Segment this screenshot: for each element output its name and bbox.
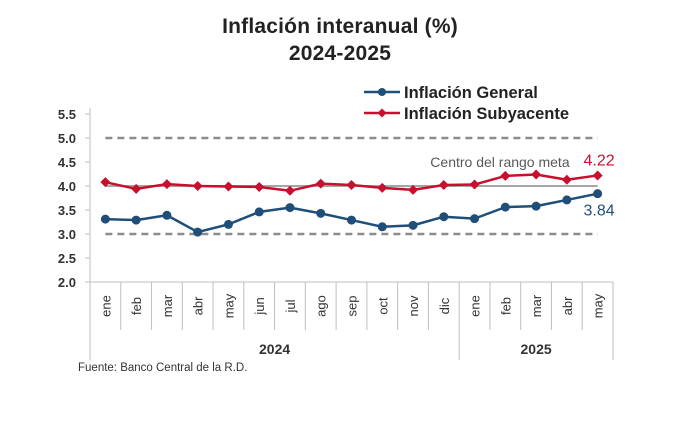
x-tick-label: feb bbox=[129, 297, 144, 315]
data-point bbox=[470, 214, 480, 224]
year-label: 2024 bbox=[259, 341, 290, 357]
data-point bbox=[315, 178, 326, 189]
data-point bbox=[254, 181, 265, 192]
chart-title: Inflación interanual (%) bbox=[222, 15, 458, 38]
source-note: Fuente: Banco Central de la R.D. bbox=[78, 362, 248, 374]
data-point bbox=[561, 174, 572, 185]
data-point bbox=[223, 181, 234, 192]
chart-subtitle: 2024-2025 bbox=[288, 42, 392, 65]
x-tick-label: ene bbox=[468, 295, 483, 317]
x-tick-label: oct bbox=[375, 297, 390, 315]
data-point bbox=[500, 202, 510, 212]
data-point bbox=[192, 181, 203, 191]
x-tick-label: mar bbox=[529, 294, 544, 317]
data-point bbox=[285, 203, 295, 213]
y-tick-label: 4.5 bbox=[58, 155, 76, 170]
legend-marker bbox=[378, 88, 386, 96]
x-tick-label: may bbox=[591, 293, 606, 318]
x-tick-label: jul bbox=[283, 299, 298, 313]
x-tick-label: mar bbox=[160, 294, 175, 317]
year-label: 2025 bbox=[521, 341, 552, 357]
x-tick-label: sep bbox=[345, 296, 360, 317]
legend-label: Inflación General bbox=[404, 84, 538, 102]
data-point bbox=[377, 182, 388, 193]
y-tick-label: 3.0 bbox=[58, 227, 76, 242]
x-tick-label: abr bbox=[191, 296, 206, 315]
data-point bbox=[161, 179, 172, 190]
end-value-label: 3.84 bbox=[583, 203, 614, 220]
data-point bbox=[408, 184, 419, 195]
data-point bbox=[531, 201, 541, 211]
legend-marker bbox=[377, 108, 387, 118]
x-tick-label: ene bbox=[98, 295, 113, 317]
target-center-label: Centro del rango meta bbox=[430, 154, 570, 170]
x-tick-label: ago bbox=[314, 295, 329, 317]
x-tick-label: abr bbox=[560, 296, 575, 315]
data-point bbox=[284, 185, 295, 196]
data-point bbox=[100, 177, 111, 188]
data-point bbox=[469, 179, 480, 190]
data-point bbox=[500, 170, 511, 181]
data-point bbox=[131, 183, 142, 194]
y-tick-label: 4.0 bbox=[58, 179, 76, 194]
x-tick-label: dic bbox=[437, 297, 452, 314]
data-point bbox=[592, 170, 603, 181]
x-tick-label: may bbox=[221, 293, 236, 318]
data-point bbox=[531, 169, 542, 180]
end-value-label: 4.22 bbox=[583, 152, 614, 169]
y-tick-label: 2.0 bbox=[58, 275, 76, 290]
data-point bbox=[131, 215, 141, 225]
y-tick-label: 2.5 bbox=[58, 251, 76, 266]
data-point bbox=[347, 215, 356, 225]
data-point bbox=[438, 180, 449, 191]
x-tick-label: feb bbox=[498, 297, 513, 315]
x-tick-label: nov bbox=[406, 295, 421, 316]
data-point bbox=[439, 212, 449, 222]
data-point bbox=[593, 189, 603, 199]
data-point bbox=[377, 222, 387, 232]
data-point bbox=[223, 219, 233, 229]
data-point bbox=[408, 220, 418, 230]
data-point bbox=[162, 210, 172, 220]
data-point bbox=[562, 195, 572, 205]
x-tick-label: jun bbox=[252, 297, 267, 315]
legend-label: Inflación Subyacente bbox=[404, 105, 569, 123]
data-point bbox=[193, 227, 203, 237]
data-point bbox=[316, 208, 326, 218]
y-tick-label: 5.0 bbox=[58, 131, 76, 146]
data-point bbox=[254, 207, 264, 217]
y-tick-label: 5.5 bbox=[58, 107, 76, 122]
data-point bbox=[346, 180, 357, 191]
series-line-general bbox=[105, 192, 598, 234]
data-point bbox=[100, 214, 110, 224]
y-tick-label: 3.5 bbox=[58, 203, 76, 218]
